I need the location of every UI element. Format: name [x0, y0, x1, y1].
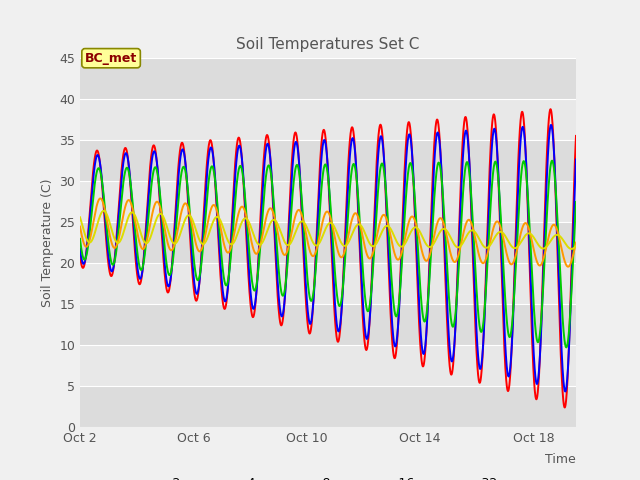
-4cm: [162, 274, 170, 279]
-16cm: [572, 240, 580, 245]
-4cm: [563, 383, 570, 389]
-2cm: [561, 405, 568, 410]
-16cm: [564, 264, 572, 270]
Title: Soil Temperatures Set C: Soil Temperatures Set C: [236, 37, 420, 52]
Bar: [80, 140, 576, 181]
-2cm: [76, 253, 84, 259]
-32cm: [76, 215, 84, 220]
-16cm: [97, 195, 104, 201]
-16cm: [509, 260, 517, 266]
-8cm: [162, 257, 170, 263]
-32cm: [568, 246, 575, 252]
Bar: [80, 345, 576, 386]
-8cm: [548, 158, 556, 164]
-8cm: [132, 243, 140, 249]
-4cm: [547, 122, 555, 128]
-32cm: [133, 217, 141, 223]
Bar: [80, 386, 576, 427]
-16cm: [266, 205, 274, 211]
-2cm: [162, 283, 170, 288]
-8cm: [266, 166, 274, 172]
-4cm: [288, 176, 296, 181]
Text: BC_met: BC_met: [85, 52, 137, 65]
Bar: [80, 304, 576, 345]
-4cm: [76, 246, 84, 252]
Text: Time: Time: [545, 453, 576, 466]
-4cm: [266, 154, 274, 160]
Y-axis label: Soil Temperature (C): Soil Temperature (C): [41, 178, 54, 307]
-16cm: [288, 228, 296, 234]
Bar: [80, 58, 576, 99]
-4cm: [132, 257, 140, 263]
Bar: [80, 181, 576, 222]
-16cm: [563, 263, 570, 268]
-2cm: [563, 392, 570, 397]
-4cm: [561, 389, 569, 395]
-32cm: [572, 243, 580, 249]
-16cm: [163, 234, 170, 240]
-4cm: [572, 156, 580, 162]
-8cm: [509, 312, 516, 318]
-2cm: [572, 133, 580, 139]
-32cm: [163, 222, 170, 228]
-2cm: [547, 107, 554, 112]
-16cm: [133, 227, 141, 232]
Line: -8cm: -8cm: [80, 161, 576, 348]
-8cm: [563, 344, 570, 350]
-2cm: [132, 266, 140, 272]
-8cm: [572, 199, 580, 205]
-32cm: [100, 208, 108, 214]
-2cm: [509, 316, 516, 322]
Line: -16cm: -16cm: [80, 198, 576, 267]
Bar: [80, 222, 576, 263]
-16cm: [76, 224, 84, 229]
-8cm: [563, 345, 570, 350]
Bar: [80, 263, 576, 304]
-4cm: [509, 322, 516, 328]
Legend: -2cm, -4cm, -8cm, -16cm, -32cm: -2cm, -4cm, -8cm, -16cm, -32cm: [134, 472, 522, 480]
-2cm: [288, 161, 296, 167]
Line: -2cm: -2cm: [80, 109, 576, 408]
Bar: [80, 99, 576, 140]
-8cm: [288, 203, 296, 208]
Line: -4cm: -4cm: [80, 125, 576, 392]
-8cm: [76, 236, 84, 242]
Line: -32cm: -32cm: [80, 211, 576, 249]
-32cm: [563, 242, 570, 248]
-2cm: [266, 154, 274, 159]
-32cm: [509, 245, 517, 251]
-32cm: [266, 220, 274, 226]
-32cm: [288, 238, 296, 244]
